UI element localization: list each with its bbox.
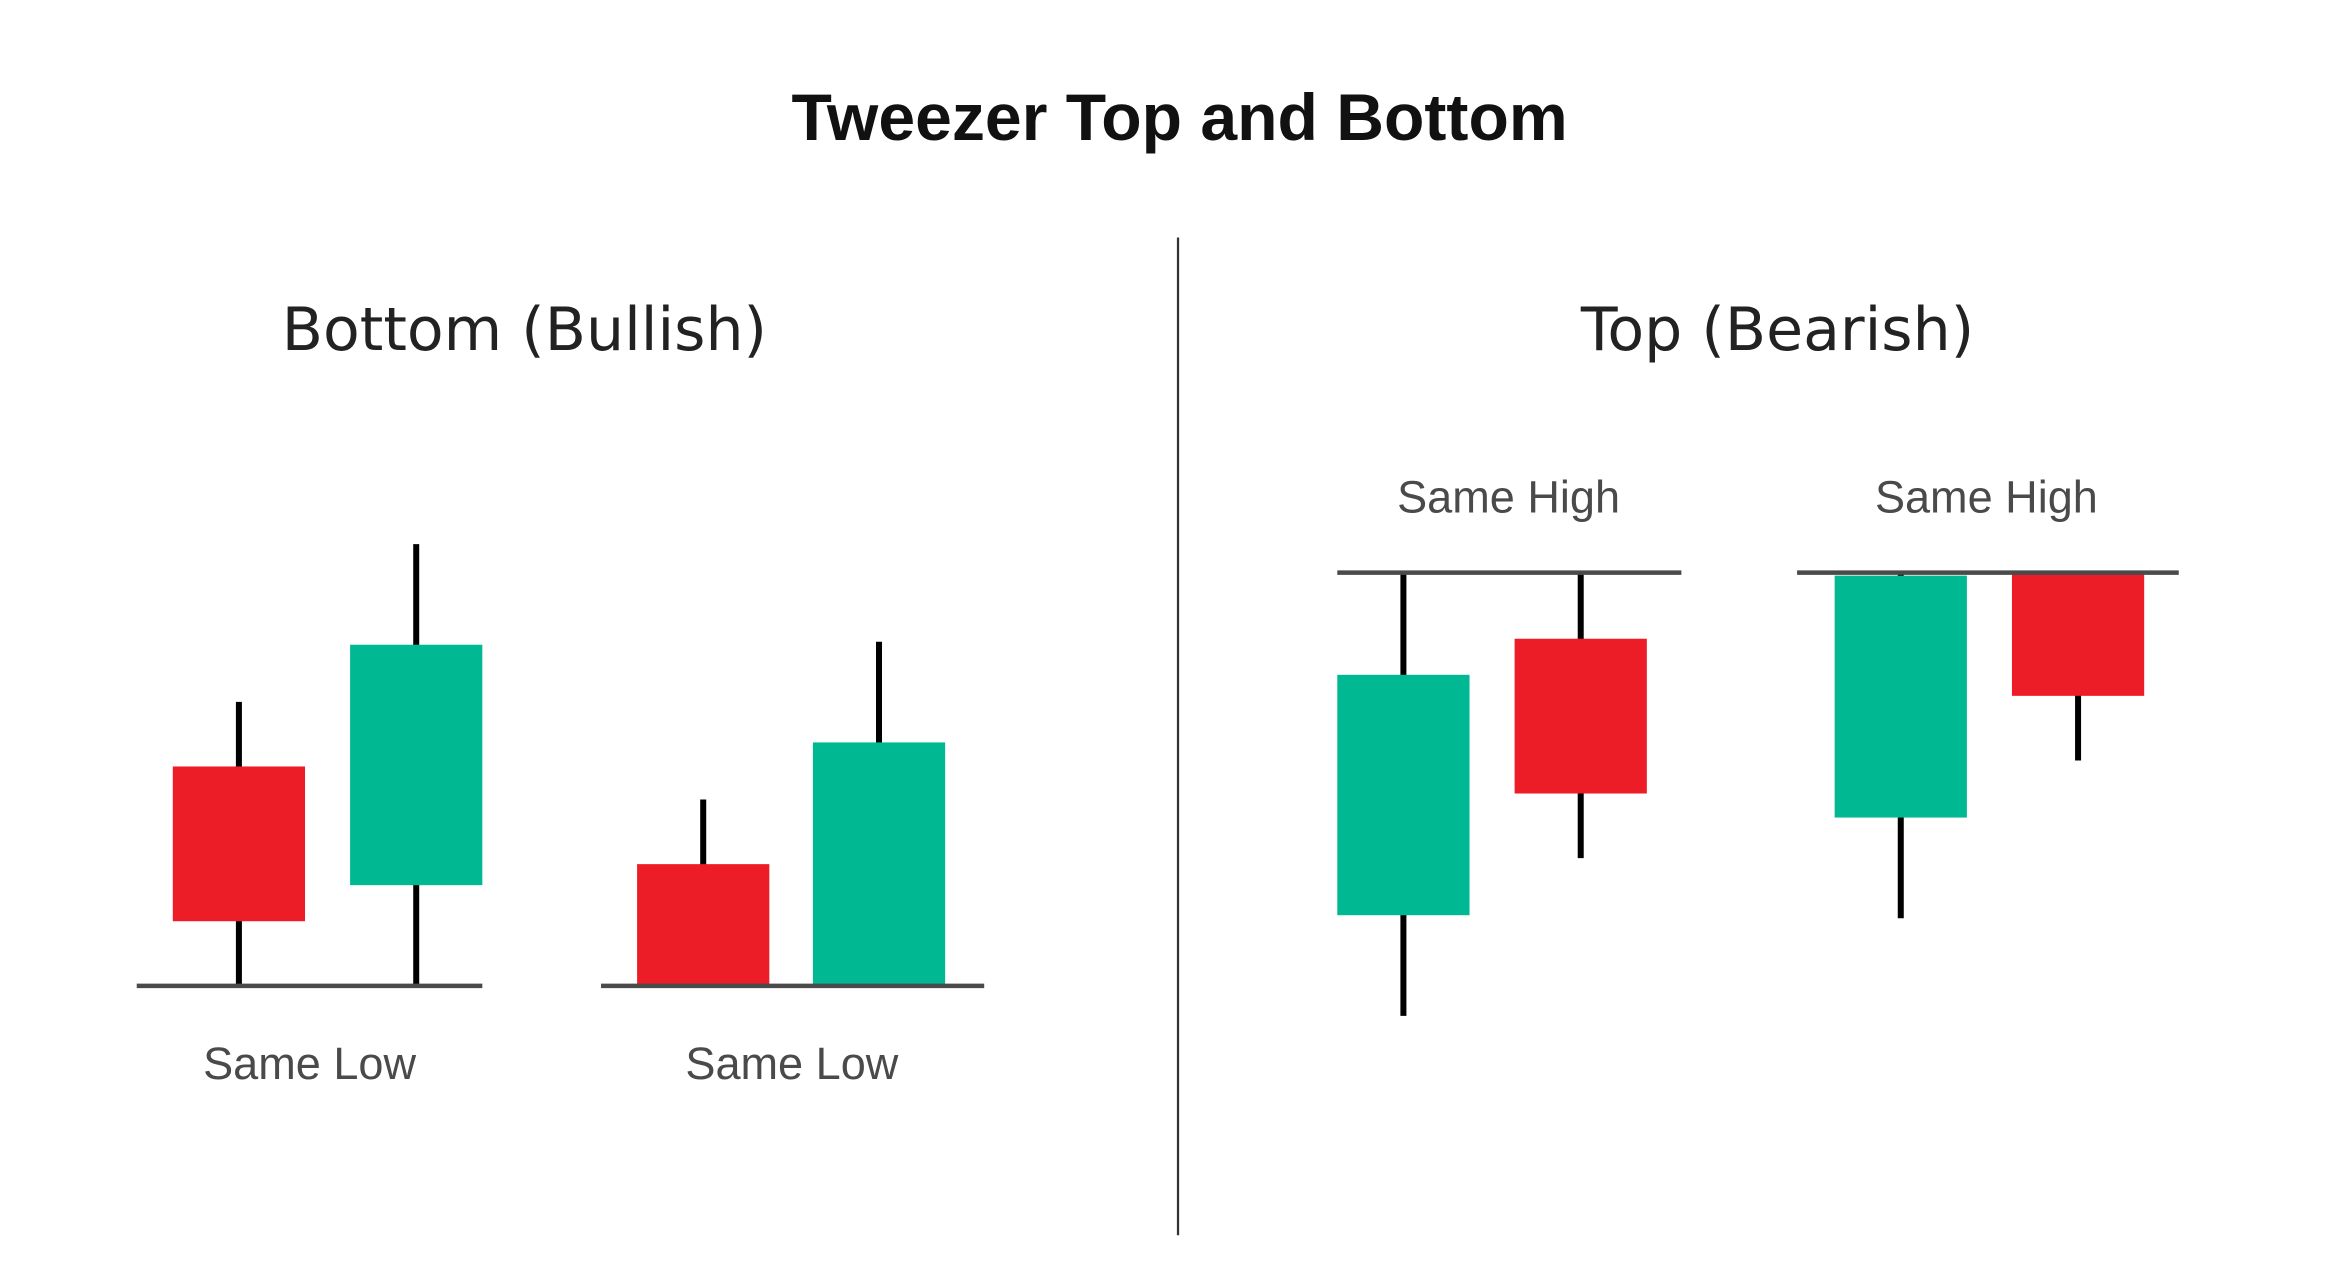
diagram-title: Tweezer Top and Bottom <box>791 81 1567 155</box>
bullish-candle-body <box>812 742 946 986</box>
group-label-same-high-1: Same High <box>1397 472 1620 523</box>
panel-title-bottom: Bottom (Bullish) <box>282 295 767 365</box>
group-label-same-high-2: Same High <box>1875 472 2098 523</box>
group-label-same-low-1: Same Low <box>203 1038 416 1089</box>
bullish-candle-body <box>350 644 483 886</box>
bullish-candle-body <box>1834 575 1967 818</box>
bearish-candle-body <box>1514 638 1647 794</box>
bearish-candle-body <box>2011 572 2145 696</box>
bearish-candle-body <box>172 766 306 922</box>
panel-title-top: Top (Bearish) <box>1580 295 1974 365</box>
group-label-same-low-2: Same Low <box>685 1038 898 1089</box>
bullish-candle-body <box>1337 674 1470 916</box>
bearish-candle-body <box>637 864 770 986</box>
